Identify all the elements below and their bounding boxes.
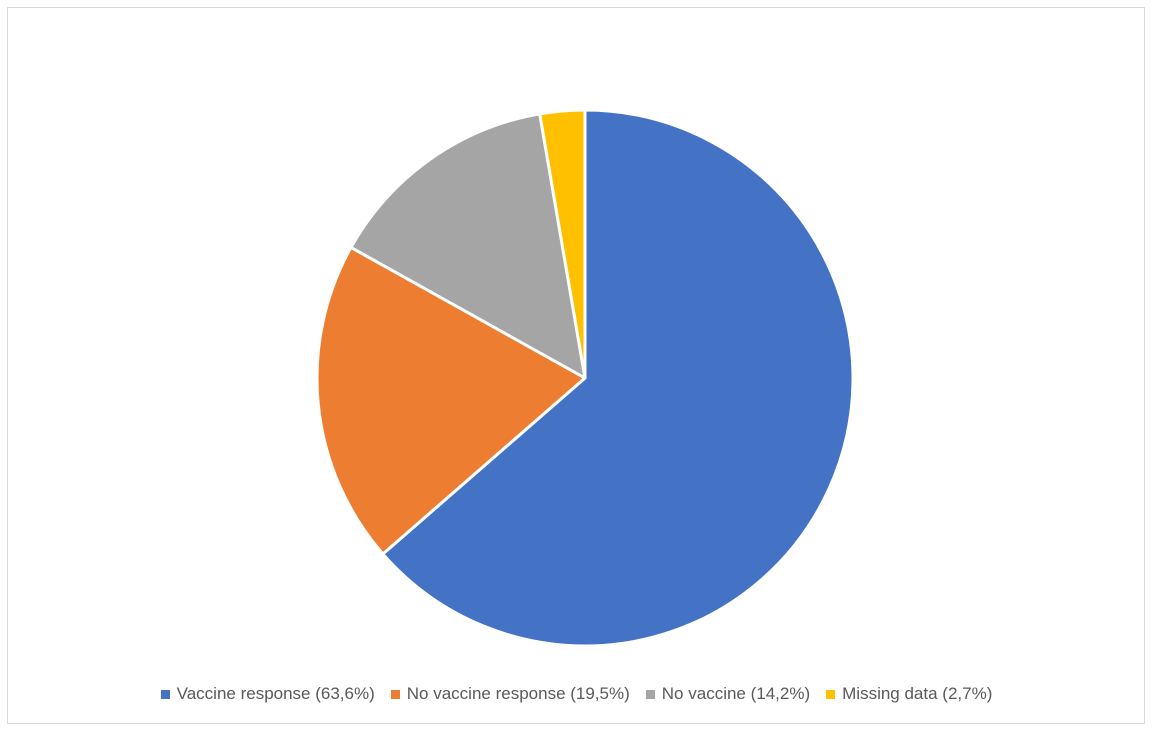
legend-swatch-no-vaccine bbox=[645, 689, 655, 699]
legend-item-no-vaccine: No vaccine (14,2%) bbox=[645, 684, 811, 704]
legend-label-no-vaccine: No vaccine (14,2%) bbox=[661, 684, 811, 703]
legend: Vaccine response (63,6%) No vaccine resp… bbox=[0, 683, 1153, 705]
pie-slice-vaccine-response bbox=[381, 108, 855, 648]
pie-slice-no-vaccine-response bbox=[315, 245, 587, 556]
legend-swatch-missing-data bbox=[826, 689, 836, 699]
legend-label-missing-data: Missing data (2,7%) bbox=[842, 684, 993, 703]
legend-item-vaccine-response: Vaccine response (63,6%) bbox=[160, 684, 375, 704]
legend-label-no-vaccine-response: No vaccine response (19,5%) bbox=[406, 684, 630, 703]
legend-item-missing-data: Missing data (2,7%) bbox=[826, 684, 992, 704]
legend-item-no-vaccine-response: No vaccine response (19,5%) bbox=[390, 684, 630, 704]
pie-slice-no-vaccine bbox=[349, 112, 587, 380]
legend-label-vaccine-response: Vaccine response (63,6%) bbox=[176, 684, 375, 703]
legend-swatch-no-vaccine-response bbox=[390, 689, 400, 699]
pie-slice-missing-data bbox=[538, 108, 587, 380]
legend-swatch-vaccine-response bbox=[160, 689, 170, 699]
